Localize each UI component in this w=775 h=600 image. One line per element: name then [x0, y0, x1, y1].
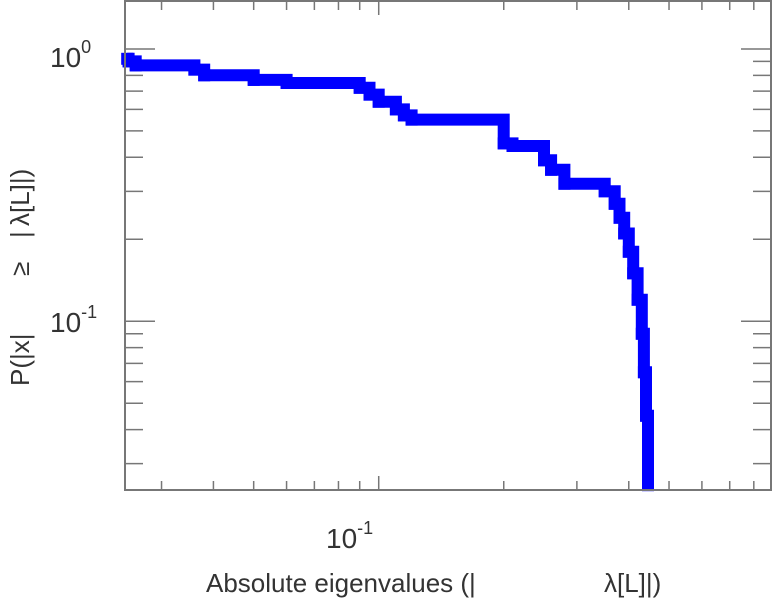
- plot-frame: [124, 0, 772, 491]
- series-point: [247, 73, 260, 86]
- series-point: [129, 59, 142, 72]
- y-tick-label-0.1: 10-1: [50, 302, 97, 338]
- series-point: [622, 245, 635, 258]
- series-point: [642, 479, 654, 492]
- x-tick-label-0.1: 10-1: [326, 518, 373, 554]
- series-point: [637, 366, 650, 379]
- series-point: [545, 163, 558, 176]
- series-point: [363, 88, 376, 101]
- series-layer: [121, 52, 654, 492]
- series-line-0: [122, 52, 654, 486]
- series-point: [405, 113, 418, 126]
- y-tick-label-1: 100: [50, 37, 91, 73]
- series-point: [506, 140, 519, 152]
- series-point: [640, 409, 652, 422]
- y-axis-title: P(|x|≥|λ[L]|): [5, 169, 35, 386]
- series-point: [280, 77, 293, 89]
- series-point: [608, 197, 621, 210]
- series-point: [372, 95, 385, 108]
- svg-text:P(|x|≥|λ[L]|): P(|x|≥|λ[L]|): [5, 169, 35, 386]
- series-point: [618, 227, 631, 240]
- series-point: [598, 185, 611, 198]
- series-point: [613, 211, 626, 224]
- series-point: [631, 293, 644, 306]
- series-point: [635, 327, 648, 340]
- series-point: [353, 81, 366, 94]
- series-point: [188, 63, 201, 76]
- series-point: [538, 154, 550, 167]
- series-point: [627, 267, 640, 280]
- series-point: [198, 69, 211, 82]
- x-axis-title: Absolute eigenvalues (| λ[L]|): [206, 568, 661, 598]
- series-point: [558, 177, 571, 190]
